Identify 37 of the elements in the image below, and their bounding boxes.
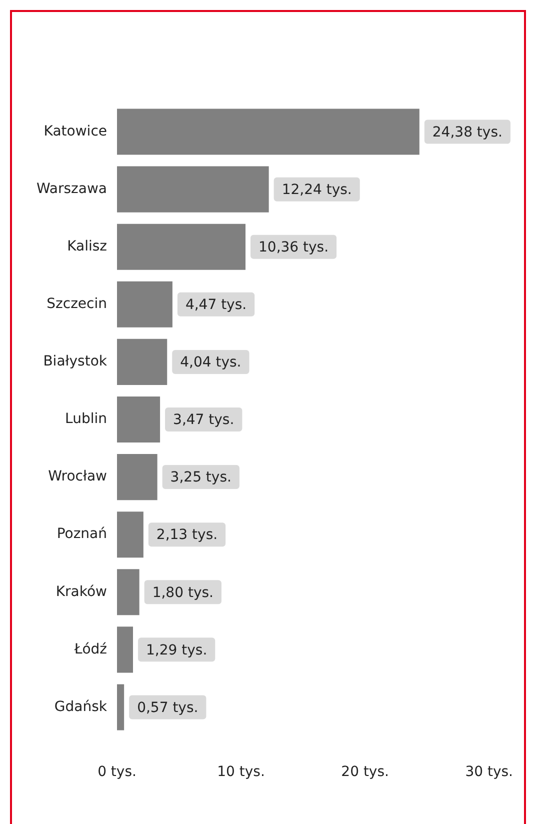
x-tick-label: 10 tys. <box>217 764 265 780</box>
bar <box>117 396 160 443</box>
x-tick-label: 20 tys. <box>341 764 389 780</box>
x-tick-label: 0 tys. <box>98 764 136 780</box>
bar <box>117 626 133 673</box>
bar <box>117 454 158 500</box>
bar <box>117 224 246 270</box>
data-label: 0,57 tys. <box>137 700 198 716</box>
y-tick-label: Łódź <box>73 641 107 658</box>
data-label: 24,38 tys. <box>432 124 502 140</box>
data-label: 4,04 tys. <box>180 354 242 371</box>
data-label: 3,47 tys. <box>173 412 234 428</box>
bar <box>117 338 168 385</box>
x-tick-label: 30 tys. <box>465 764 514 780</box>
bar <box>117 569 140 616</box>
y-tick-label: Lublin <box>65 411 107 428</box>
data-label: 3,25 tys. <box>170 470 232 486</box>
y-tick-label: Gdańsk <box>54 698 108 715</box>
data-label: 4,47 tys. <box>185 297 247 314</box>
data-label: 10,36 tys. <box>258 240 329 256</box>
data-label: 2,13 tys. <box>156 527 218 544</box>
bar <box>117 108 420 155</box>
bar <box>117 281 172 328</box>
data-label: 1,80 tys. <box>152 584 214 601</box>
y-tick-label: Białystok <box>43 354 108 370</box>
y-tick-label: Kraków <box>56 584 107 600</box>
y-tick-label: Wrocław <box>48 468 107 485</box>
y-tick-label: Szczecin <box>46 296 107 312</box>
bar <box>117 512 144 558</box>
data-label: 1,29 tys. <box>146 642 208 658</box>
y-tick-label: Poznań <box>56 526 107 542</box>
bar <box>117 684 124 730</box>
y-tick-label: Warszawa <box>36 180 107 197</box>
bar <box>117 166 269 212</box>
y-tick-label: Kalisz <box>67 238 107 255</box>
data-label: 12,24 tys. <box>282 182 352 198</box>
y-tick-label: Katowice <box>44 123 107 140</box>
